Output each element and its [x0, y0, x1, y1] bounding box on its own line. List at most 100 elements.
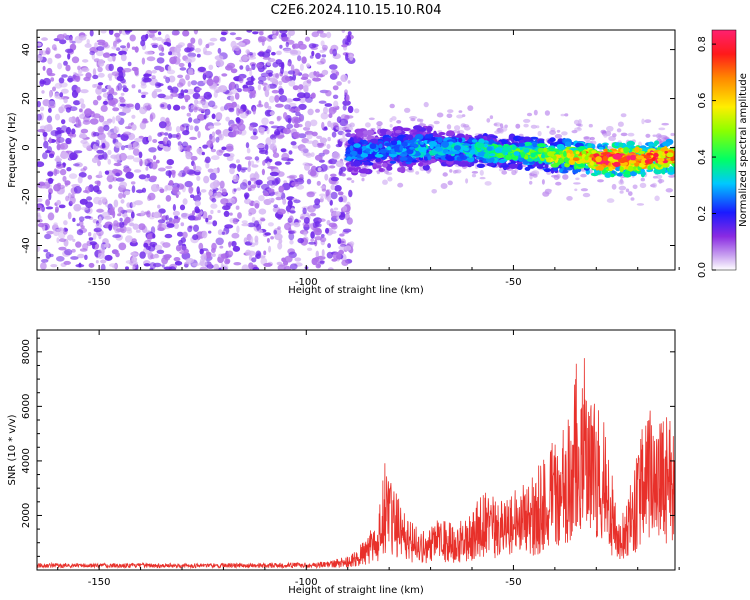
noise-speck [131, 256, 138, 262]
noise-speck [58, 77, 65, 84]
noise-speck [192, 195, 202, 202]
noise-speck [77, 69, 83, 74]
noise-speck [118, 242, 127, 251]
noise-speck [67, 234, 74, 241]
noise-speck [145, 166, 149, 171]
noise-speck [73, 163, 80, 167]
signal-blob [646, 152, 654, 156]
noise-speck [131, 238, 137, 244]
noise-speck [267, 176, 275, 181]
noise-speck [70, 256, 79, 260]
signal-blob [544, 163, 549, 169]
halo-speck [471, 173, 477, 178]
halo-speck [384, 170, 390, 174]
signal-blob [489, 153, 496, 157]
noise-speck [192, 234, 199, 241]
noise-speck [265, 49, 271, 54]
noise-speck [64, 248, 73, 256]
noise-speck [299, 174, 304, 179]
noise-speck [88, 237, 94, 241]
noise-speck [120, 145, 125, 151]
noise-speck [96, 50, 104, 57]
signal-blob [420, 141, 425, 145]
noise-speck [45, 199, 50, 207]
noise-speck [256, 62, 264, 69]
signal-blob [578, 160, 585, 164]
noise-speck [231, 232, 240, 239]
noise-speck [258, 195, 265, 202]
noise-speck [236, 108, 241, 116]
halo-speck [479, 176, 486, 180]
noise-speck [234, 83, 239, 91]
signal-blob [623, 146, 629, 154]
noise-speck [318, 100, 327, 104]
noise-speck [95, 139, 100, 147]
noise-speck [96, 208, 104, 213]
signal-blob [401, 141, 408, 147]
noise-speck [131, 124, 137, 131]
noise-speck [282, 198, 287, 205]
signal-blob [610, 173, 615, 178]
noise-speck [290, 141, 297, 146]
noise-speck [342, 205, 348, 212]
noise-speck [285, 161, 291, 165]
noise-speck [320, 234, 325, 238]
noise-speck [148, 30, 158, 34]
noise-speck [172, 186, 179, 194]
noise-speck [244, 194, 248, 200]
noise-speck [152, 139, 158, 143]
noise-speck [73, 100, 81, 106]
noise-speck [125, 227, 132, 232]
noise-speck [143, 73, 152, 77]
noise-speck [245, 80, 254, 86]
noise-speck [288, 30, 295, 36]
noise-speck [332, 85, 339, 91]
noise-speck [291, 181, 300, 187]
noise-speck [207, 262, 212, 269]
noise-speck [348, 189, 353, 198]
signal-blob [670, 157, 675, 162]
noise-speck [115, 252, 120, 258]
noise-speck [236, 187, 242, 191]
noise-speck [325, 90, 332, 97]
noise-speck [58, 204, 66, 209]
noise-speck [106, 174, 115, 183]
signal-blob [648, 143, 654, 147]
noise-speck [320, 40, 325, 47]
noise-speck [237, 164, 242, 172]
signal-blob [660, 147, 669, 152]
noise-speck [271, 138, 277, 145]
noise-speck [185, 58, 192, 64]
signal-blob [620, 148, 624, 153]
noise-speck [316, 223, 322, 228]
noise-speck [199, 266, 208, 270]
halo-speck [544, 110, 551, 116]
noise-speck [207, 125, 215, 129]
snr-y-label: SNR (10 * v/v) [7, 414, 18, 485]
noise-speck [345, 52, 349, 61]
noise-speck [168, 180, 174, 186]
noise-speck [96, 149, 105, 154]
noise-speck [131, 185, 136, 194]
noise-speck [225, 145, 234, 152]
noise-speck [187, 62, 192, 68]
noise-speck [258, 31, 264, 36]
noise-speck [61, 74, 68, 78]
noise-speck [215, 59, 225, 67]
noise-speck [37, 222, 45, 228]
noise-speck [169, 56, 177, 65]
noise-speck [164, 233, 173, 239]
noise-speck [125, 235, 133, 243]
signal-blob [619, 166, 624, 173]
signal-blob [549, 137, 556, 143]
noise-speck [262, 56, 271, 60]
noise-speck [182, 30, 190, 37]
noise-speck [157, 204, 161, 209]
noise-speck [89, 241, 98, 246]
halo-speck [616, 128, 622, 133]
noise-speck [280, 148, 287, 153]
noise-speck [49, 90, 52, 98]
noise-speck [247, 180, 252, 186]
noise-speck [250, 184, 257, 189]
noise-speck [73, 203, 82, 212]
